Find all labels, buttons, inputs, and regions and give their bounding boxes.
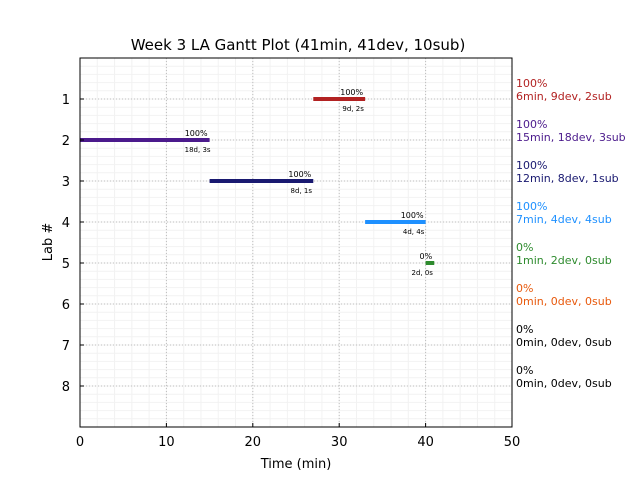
y-tick-label: 6: [62, 298, 70, 313]
side-percent-label: 0%: [516, 323, 533, 336]
side-stats-label: 15min, 18dev, 3sub: [516, 131, 626, 144]
side-stats-label: 6min, 9dev, 2sub: [516, 90, 612, 103]
side-stats-label: 0min, 0dev, 0sub: [516, 336, 612, 349]
bar-percent-label: 100%: [288, 170, 311, 179]
bar-count-label: 4d, 4s: [403, 228, 425, 236]
side-stats-label: 1min, 2dev, 0sub: [516, 254, 612, 267]
side-percent-label: 100%: [516, 77, 547, 90]
y-tick-label: 3: [62, 175, 70, 190]
bar-count-label: 18d, 3s: [185, 146, 211, 154]
y-tick-label: 7: [62, 339, 70, 354]
bar-count-label: 2d, 0s: [412, 269, 434, 277]
y-tick-label: 5: [62, 257, 70, 272]
y-axis-ticks: 1 2 3 4 5 6 7 8: [62, 93, 84, 395]
y-axis-label: Lab #: [41, 223, 56, 262]
side-stats-label: 7min, 4dev, 4sub: [516, 213, 612, 226]
side-stats-label: 12min, 8dev, 1sub: [516, 172, 619, 185]
side-percent-label: 100%: [516, 159, 547, 172]
bar-percent-label: 100%: [340, 88, 363, 97]
y-tick-label: 2: [62, 134, 70, 149]
grid: [79, 57, 513, 428]
gantt-bar: [313, 97, 366, 101]
x-tick-label: 50: [504, 435, 521, 450]
x-axis-ticks: 0 10 20 30 40 50: [76, 423, 520, 450]
side-stats-label: 0min, 0dev, 0sub: [516, 377, 612, 390]
bar-count-label: 9d, 2s: [342, 105, 364, 113]
gantt-bar: [209, 179, 314, 183]
x-axis-label: Time (min): [260, 457, 332, 472]
x-tick-label: 40: [417, 435, 434, 450]
bar-count-label: 8d, 1s: [291, 187, 313, 195]
side-percent-label: 0%: [516, 364, 533, 377]
plot-frame: [79, 57, 513, 428]
gantt-bar: [425, 261, 435, 265]
x-tick-label: 0: [76, 435, 84, 450]
gantt-bar: [80, 138, 210, 142]
x-tick-label: 10: [158, 435, 175, 450]
side-stats-label: 0min, 0dev, 0sub: [516, 295, 612, 308]
side-percent-label: 100%: [516, 118, 547, 131]
side-percent-label: 100%: [516, 200, 547, 213]
y-tick-label: 4: [62, 216, 70, 231]
bar-percent-label: 100%: [185, 129, 208, 138]
chart-title: Week 3 LA Gantt Plot (41min, 41dev, 10su…: [131, 36, 466, 54]
y-tick-label: 1: [62, 93, 70, 108]
bar-percent-label: 0%: [420, 252, 433, 261]
side-percent-label: 0%: [516, 282, 533, 295]
side-percent-label: 0%: [516, 241, 533, 254]
x-tick-label: 30: [331, 435, 348, 450]
bar-percent-label: 100%: [401, 211, 424, 220]
gantt-bar: [365, 220, 426, 224]
bars: 100% 9d, 2s 100% 18d, 3s 100% 8d, 1s 100% 4d, 4…: [80, 88, 435, 277]
y-tick-label: 8: [62, 380, 70, 395]
x-tick-label: 20: [245, 435, 262, 450]
